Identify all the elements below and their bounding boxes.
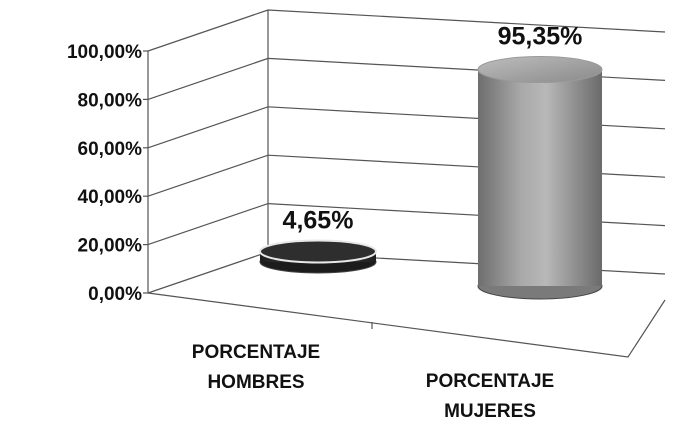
data-label: 4,65%	[283, 206, 354, 234]
y-tick-label: 100,00%	[67, 42, 142, 63]
bar-body	[478, 69, 602, 286]
category-label: MUJERES	[444, 401, 536, 422]
labels-layer: 0,00% 20,00% 40,00% 60,00% 80,00% 100,00% 4,65…	[67, 23, 582, 422]
bar-cylinder	[259, 239, 377, 274]
floor-edge	[147, 292, 666, 358]
y-tick-label: 60,00%	[78, 139, 143, 160]
category-label: PORCENTAJE	[426, 371, 554, 392]
category-label: PORCENTAJE	[192, 342, 320, 363]
y-tick-label: 40,00%	[78, 187, 143, 208]
bar-top	[477, 56, 603, 84]
gridline	[147, 9, 666, 52]
axis-layer	[143, 10, 666, 358]
data-label: 95,35%	[498, 23, 583, 51]
category-label: HOMBRES	[207, 372, 304, 393]
bar-top	[259, 239, 377, 264]
y-tick-label: 0,00%	[88, 284, 142, 305]
y-tick-label: 80,00%	[78, 90, 143, 111]
bar-cylinder	[477, 56, 603, 300]
y-tick-label: 20,00%	[78, 236, 143, 257]
bars-layer	[259, 56, 603, 300]
